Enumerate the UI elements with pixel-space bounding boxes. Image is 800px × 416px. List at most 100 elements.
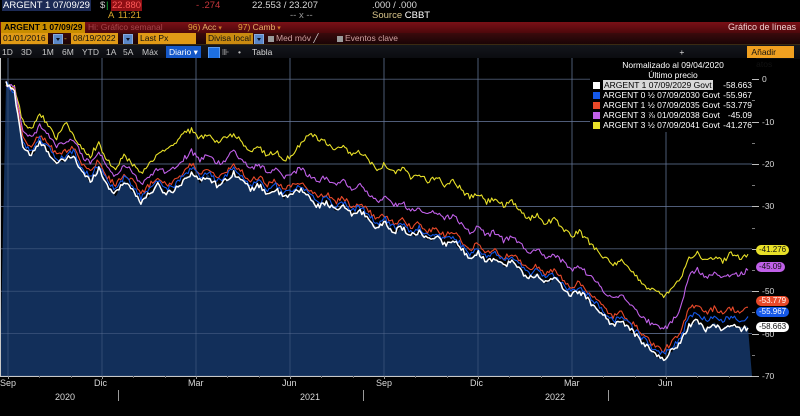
legend-item-value: -45.09 [727, 110, 752, 120]
price-tag: -41.276 [756, 245, 790, 255]
price-type-select[interactable]: Last Px [138, 33, 196, 44]
legend-item-label: ARGENT 0 ½ 07/09/2030 Govt [603, 90, 721, 100]
y-axis-tick-mark [752, 164, 759, 165]
chart-area[interactable] [0, 58, 752, 376]
frequency-select[interactable]: Diario ▾ [166, 46, 201, 58]
chart-series-line [5, 83, 749, 330]
y-axis-tick-label: -50 [762, 286, 775, 297]
quote-header-row-1: ARGENT 1 07/09/29 $ | 22.880 - .274 22.5… [0, 0, 800, 11]
period-button-1a[interactable]: 1A [106, 47, 117, 57]
price-tag: -53.779 [756, 296, 790, 306]
y-axis-tick-mark [752, 248, 759, 250]
chart-overlay-button[interactable]: ⊪ [222, 47, 230, 57]
y-axis-tick-label: 0 [762, 74, 767, 85]
y-axis-tick-mark [752, 291, 759, 293]
price-tag: -55.967 [756, 307, 790, 317]
legend-item[interactable]: ARGENT 0 ½ 07/09/2030 Govt -55.967 [593, 90, 756, 100]
period-button-3d[interactable]: 3D [21, 47, 32, 57]
camb-button[interactable]: 97) Camb ▾ [238, 22, 281, 33]
period-button-5a[interactable]: 5A [123, 47, 134, 57]
y-axis-minor-tick [752, 185, 755, 187]
y-axis-minor-tick [752, 142, 755, 144]
legend-rows: ARGENT 1 07/09/2029 Govt -58.663 ARGENT 0 … [590, 80, 756, 130]
legend-color-swatch [593, 101, 600, 109]
security-name[interactable]: ARGENT 1 07/09/29 [2, 0, 91, 11]
source-label: Source CBBT [372, 10, 430, 21]
bid-ask-sizes: .000 / .000 [372, 0, 417, 11]
y-axis-tick-label: -70 [762, 371, 775, 381]
x-axis-tick-label: Dic [94, 378, 107, 388]
period-toolbar: 1D 3D 1M 6M YTD 1A 5A Máx Diario ▾ ⊪ • T… [0, 44, 800, 81]
x-axis-year-label: 2021 [300, 392, 321, 402]
add-quick-button[interactable]: + Añadir ráp [679, 47, 704, 81]
x-axis-tick-label: Mar [564, 378, 580, 388]
size-placeholder: -- x -- [290, 10, 313, 21]
camb-button-number: 97) [238, 22, 251, 32]
x-axis-minor-tick [258, 376, 260, 378]
legend-item[interactable]: ARGENT 3 ⅞ 01/09/2038 Govt -45.09 [593, 110, 756, 120]
y-axis-tick-mark [752, 121, 759, 123]
key-events-toggle[interactable]: Eventos clave [337, 33, 398, 44]
acc-chevron-down-icon: ▾ [216, 25, 222, 32]
x-axis-minor-tick [164, 376, 166, 378]
x-axis-tick-mark [384, 376, 385, 379]
legend-item[interactable]: ARGENT 3 ½ 07/09/2041 Govt -41.276 [593, 120, 756, 130]
quote-time: 11:21 [118, 10, 142, 21]
x-axis-tick-mark [8, 376, 9, 379]
x-axis-year-label: 2022 [545, 392, 566, 402]
add-data-button[interactable]: Añadir datos [747, 46, 794, 69]
period-button-ytd[interactable]: YTD [82, 47, 99, 57]
price-arrow: | [106, 0, 109, 11]
legend-item[interactable]: ARGENT 1 07/09/2029 Govt -58.663 [593, 80, 756, 90]
period-button-max[interactable]: Máx [142, 47, 159, 57]
y-axis-tick-label: -20 [762, 159, 775, 169]
chart-settings-icon[interactable]: • [238, 47, 241, 57]
x-axis: Sep Dic Mar Jun Sep Dic Mar Jun 2020 2021 2022 [0, 376, 752, 416]
table-button[interactable]: Tabla [252, 47, 273, 57]
currency-select[interactable]: Divisa local [206, 33, 253, 44]
chart-series-line [5, 80, 749, 353]
moving-average-slash-icon: ╱ [310, 33, 319, 43]
x-axis-tick-mark [290, 376, 291, 379]
date-to-input[interactable]: 08/19/2022 [71, 33, 118, 44]
x-axis-minor-tick [540, 376, 542, 378]
y-axis-minor-tick [752, 354, 755, 356]
price-change: - .274 [196, 0, 221, 11]
y-axis-minor-tick [752, 227, 755, 229]
date-from-input[interactable]: 01/01/2016 [1, 33, 48, 44]
legend-color-swatch [593, 91, 600, 99]
legend-color-swatch [593, 81, 600, 89]
y-axis-minor-tick [752, 270, 755, 271]
title-bar-tab[interactable]: ARGENT 1 07/09/29 [1, 22, 86, 33]
source-value: CBBT [404, 10, 431, 21]
frequency-label: Diario [169, 47, 192, 57]
x-axis-year-separator [363, 390, 364, 401]
x-axis-minor-tick [697, 376, 699, 378]
legend-item-value: -55.967 [723, 90, 752, 100]
chart-type-label: Gráfico de líneas [727, 22, 796, 32]
moving-average-checkbox-icon[interactable] [268, 35, 274, 42]
last-price: 22.880 [111, 0, 143, 11]
x-axis-minor-tick [227, 376, 229, 378]
currency-mark: $ [100, 0, 106, 11]
x-axis-tick-label: Jun [658, 378, 673, 388]
legend-item[interactable]: ARGENT 1 ½ 07/09/2035 Govt -53.779 [593, 100, 756, 110]
period-button-1m[interactable]: 1M [42, 47, 54, 57]
x-axis-line [0, 376, 752, 377]
chart-series-line [5, 81, 749, 362]
acc-button-number: 96) [188, 22, 201, 32]
x-axis-year-separator [118, 390, 119, 401]
x-axis-minor-tick [728, 376, 730, 378]
y-axis-tick-label: -30 [762, 201, 775, 212]
acc-button[interactable]: 96) Acc ▾ [188, 22, 222, 33]
period-button-6m[interactable]: 6M [62, 47, 74, 57]
key-events-label: Eventos clave [345, 33, 398, 43]
period-button-1d[interactable]: 1D [2, 47, 13, 57]
chart-legend: Normalizado al 09/04/2020 Último precio … [590, 58, 756, 132]
camb-chevron-down-icon: ▾ [275, 25, 281, 32]
legend-item-label: ARGENT 3 ⅞ 01/09/2038 Govt [603, 110, 721, 120]
key-events-checkbox-icon[interactable] [337, 35, 343, 42]
y-axis-tick-label: -60 [762, 328, 775, 339]
moving-average-toggle[interactable]: Med móv ╱ [268, 33, 318, 44]
